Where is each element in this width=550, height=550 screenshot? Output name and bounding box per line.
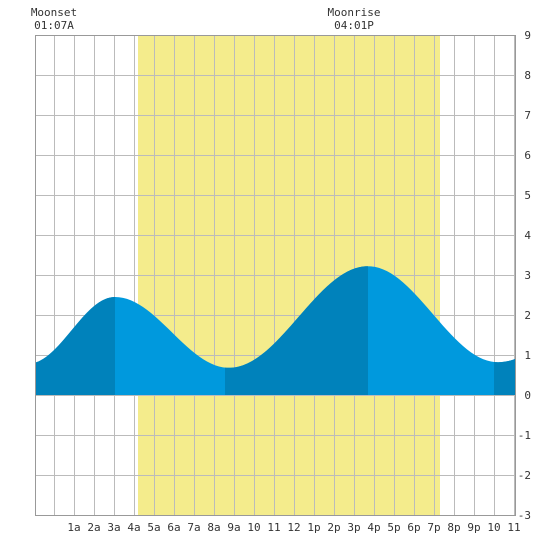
x-tick-label: 2a [87, 521, 100, 534]
x-tick-label: 9p [467, 521, 480, 534]
y-tick-label: 6 [524, 149, 531, 162]
y-axis-labels: 9 8 7 6 5 4 3 2 1 0 -1 -2 -3 [518, 29, 532, 522]
x-tick-label: 12 [287, 521, 300, 534]
y-tick-label: 5 [524, 189, 531, 202]
x-tick-label: 10 [247, 521, 260, 534]
y-tick-label: 9 [524, 29, 531, 42]
x-tick-label: 6p [407, 521, 420, 534]
x-tick-label: 2p [327, 521, 340, 534]
moon-event-title: Moonset [31, 6, 77, 19]
y-tick-label: -1 [518, 429, 531, 442]
x-tick-label: 3a [107, 521, 120, 534]
x-tick-label: 9a [227, 521, 240, 534]
x-tick-label: 8p [447, 521, 460, 534]
x-tick-label: 5p [387, 521, 400, 534]
x-tick-label: 6a [167, 521, 180, 534]
y-tick-label: -3 [518, 509, 531, 522]
x-tick-label: 1p [307, 521, 320, 534]
x-tick-label: 11 [507, 521, 520, 534]
tide-area-light [35, 266, 515, 395]
y-tick-label: 3 [524, 269, 531, 282]
x-tick-label: 4a [127, 521, 140, 534]
moon-event-title: Moonrise [328, 6, 381, 19]
x-tick-label: 1a [67, 521, 80, 534]
y-tick-label: 2 [524, 309, 531, 322]
y-tick-label: 7 [524, 109, 531, 122]
x-tick-label: 10 [487, 521, 500, 534]
moon-event-time: 01:07A [34, 19, 74, 32]
tide-area-dark [225, 266, 368, 395]
y-tick-label: -2 [518, 469, 531, 482]
x-tick-label: 3p [347, 521, 360, 534]
x-axis-labels: 1a 2a 3a 4a 5a 6a 7a 8a 9a 10 11 12 1p 2p 3p 4p 5p 6p 7p 8p… [67, 521, 520, 534]
moon-event-time: 04:01P [334, 19, 374, 32]
x-tick-label: 5a [147, 521, 160, 534]
x-tick-label: 11 [267, 521, 280, 534]
tide-area-dark [35, 297, 115, 395]
y-tick-label: 4 [524, 229, 531, 242]
x-tick-label: 7p [427, 521, 440, 534]
y-tick-label: 8 [524, 69, 531, 82]
plot-frame [35, 35, 516, 516]
tide-area-dark [494, 359, 515, 395]
y-tick-label: 0 [524, 389, 531, 402]
x-tick-label: 4p [367, 521, 380, 534]
x-tick-label: 8a [207, 521, 220, 534]
tide-area [35, 266, 515, 395]
x-tick-label: 7a [187, 521, 200, 534]
y-tick-label: 1 [524, 349, 531, 362]
